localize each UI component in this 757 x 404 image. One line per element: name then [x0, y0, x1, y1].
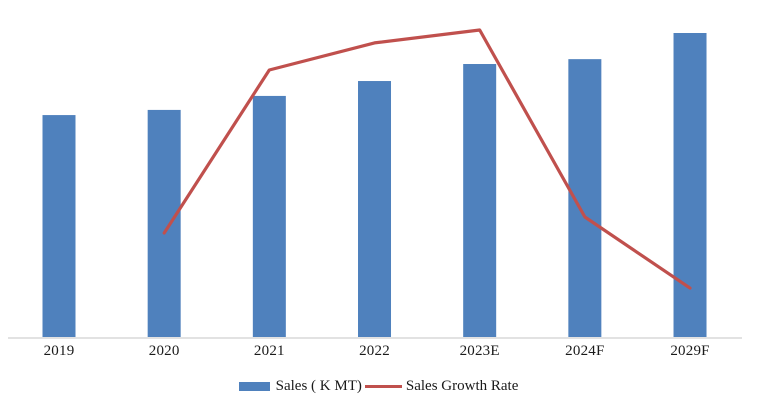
sales-bar-2021 — [252, 95, 286, 337]
sales-bar-2019 — [42, 115, 76, 337]
sales-series-swatch-icon — [238, 381, 270, 391]
sales-bar-2022 — [358, 81, 392, 337]
sales-bar-2020 — [147, 109, 181, 337]
sales-bar-2023E — [463, 64, 497, 338]
growth-rate-line — [162, 28, 692, 290]
sales-series-legend-label: Sales ( K MT) — [275, 377, 362, 394]
growth-rate-series-legend-label: Sales Growth Rate — [405, 377, 519, 394]
growth-rate-series-swatch-icon — [364, 384, 402, 388]
sales-bar-2029F — [673, 33, 707, 337]
chart-legend: Sales ( K MT) Sales Growth Rate — [0, 377, 757, 395]
